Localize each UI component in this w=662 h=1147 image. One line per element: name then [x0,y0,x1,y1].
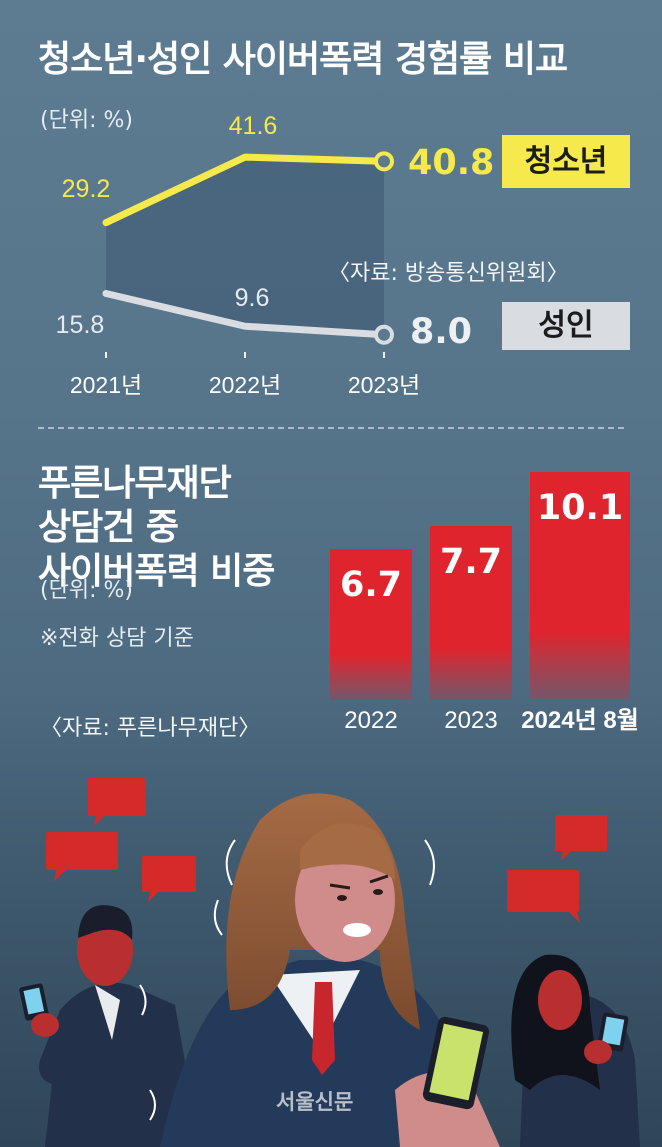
bar-chart-unit: (단위: %) [40,578,133,603]
data-label-youth-2023: 40.8 [408,143,494,183]
data-label-youth-2022: 41.6 [229,112,278,140]
bar-0 [330,548,412,700]
data-label-adult-2021: 15.8 [56,311,105,339]
line-chart-unit: (단위: %) [40,108,133,133]
data-label-youth-2021: 29.2 [62,175,111,203]
line-chart-source: 〈자료: 방송통신위원회〉 [328,261,569,286]
bar-chart-source: 〈자료: 푸른나무재단〉 [40,716,261,741]
bar-chart-title: 푸른나무재단 상담건 중 사이버폭력 비중 [38,463,275,592]
x-tick-label: 2022년 [209,372,281,398]
x-tick-label: 2021년 [70,372,142,398]
left-person [19,905,200,1147]
line-chart-title: 청소년·성인 사이버폭력 경험률 비교 [38,39,568,80]
bar-1 [430,526,512,700]
illustration [19,778,640,1147]
series-line-youth [102,153,388,227]
watermark: 서울신문 [276,1090,354,1114]
bar-2 [530,472,630,700]
bar-chart-note: ※전화 상담 기준 [40,626,194,651]
gap-band [106,157,384,335]
speech-bubbles-left [46,778,196,902]
legend-youth: 청소년 [502,135,630,188]
legend-adult: 성인 [502,302,630,350]
bar-category-label: 2023 [444,707,498,734]
bar-value-label: 10.1 [536,488,624,528]
bar-value-label: 6.7 [339,564,402,605]
bar-value-label: 7.7 [439,542,502,583]
series-end-point-youth [374,151,394,172]
section-divider [38,427,624,429]
data-label-adult-2023: 8.0 [410,312,472,352]
right-person [511,954,640,1147]
series-end-point-adult [374,324,394,345]
line-chart: 2021년 2022년 2023년 29.2 41.6 40.8 15.8 9.6 8.0 [56,112,495,398]
data-label-adult-2022: 9.6 [235,284,270,312]
bar-category-label: 2022 [344,707,398,734]
series-line-adult [102,289,388,339]
center-person [139,793,500,1147]
x-tick-label: 2023년 [348,372,420,398]
speech-bubbles-right [507,815,607,923]
bar-category-label: 2024년 8월 [521,707,639,734]
